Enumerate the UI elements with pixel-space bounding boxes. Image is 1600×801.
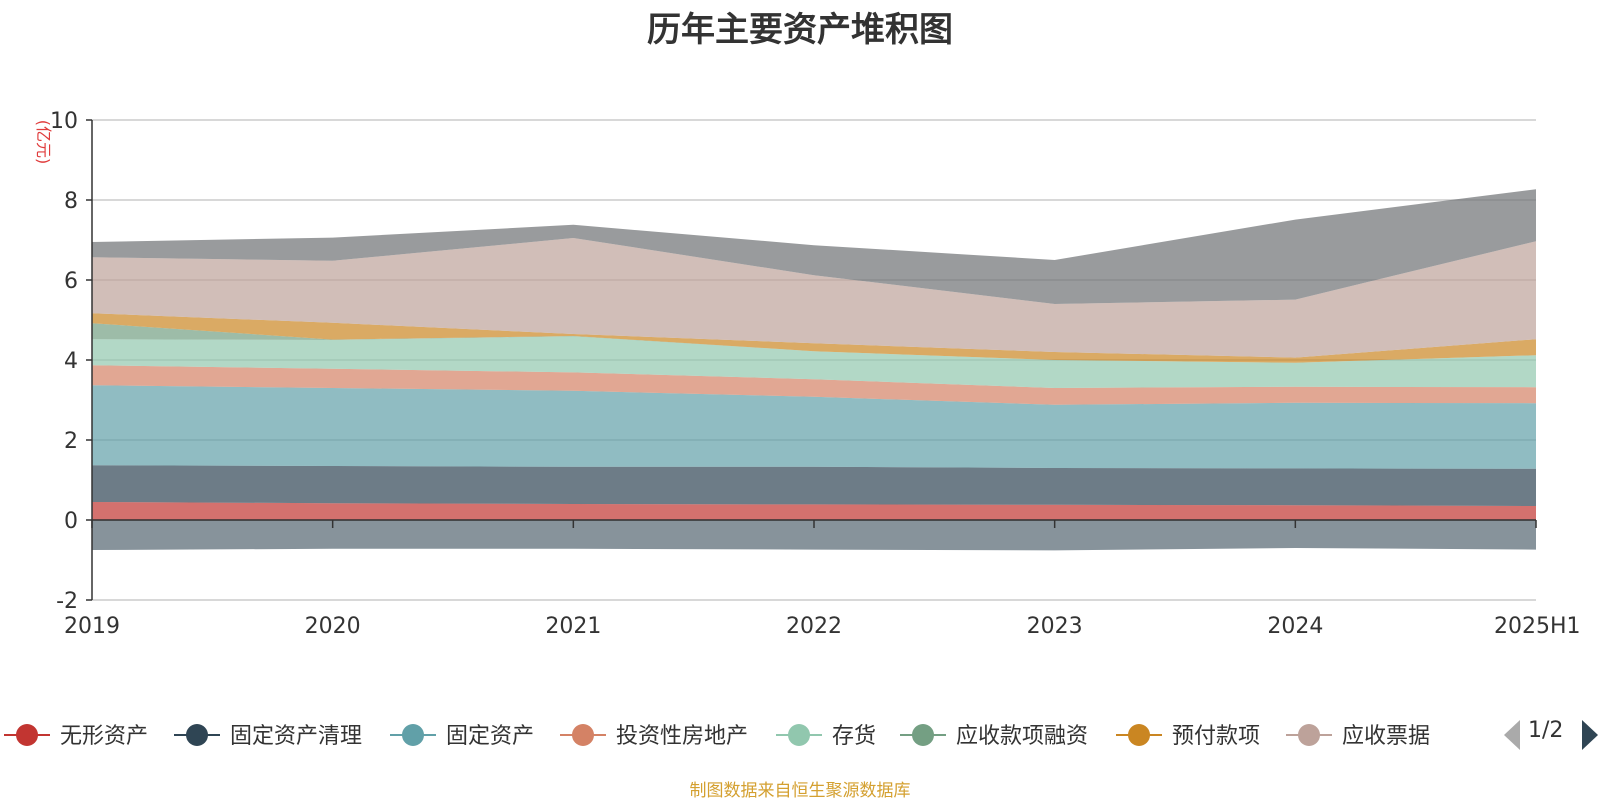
area-固定资产 <box>92 385 1536 469</box>
legend-marker <box>1128 724 1150 746</box>
legend-item[interactable]: 预付款项 <box>1116 724 1260 749</box>
y-tick-label: 2 <box>64 429 78 454</box>
x-tick-label: 2022 <box>786 614 842 639</box>
legend-item[interactable]: 固定资产 <box>390 724 534 749</box>
legend[interactable]: 无形资产 固定资产清理 固定资产 投资性房地产 存货 应收款项融资 预付款项 应收票据 <box>4 724 1430 749</box>
legend-label: 应收款项融资 <box>956 724 1088 749</box>
x-tick-label: 2021 <box>545 614 601 639</box>
legend-item[interactable]: 存货 <box>776 724 876 749</box>
legend-marker <box>16 724 38 746</box>
legend-label: 应收票据 <box>1342 724 1430 749</box>
legend-marker <box>402 724 424 746</box>
x-tick-label: 2024 <box>1267 614 1323 639</box>
legend-item[interactable]: 应收票据 <box>1286 724 1430 749</box>
legend-marker <box>912 724 934 746</box>
legend-pager[interactable] <box>1504 720 1598 750</box>
area-应收票据 <box>92 238 1536 358</box>
y-tick-label: 4 <box>64 349 78 374</box>
area-固定资产清理 <box>92 465 1536 506</box>
legend-label: 存货 <box>832 724 876 749</box>
legend-next-page-icon[interactable] <box>1582 720 1598 750</box>
legend-marker <box>788 724 810 746</box>
x-tick-label: 2023 <box>1027 614 1083 639</box>
y-tick-label: 6 <box>64 269 78 294</box>
x-tick-label: 2020 <box>305 614 361 639</box>
legend-label: 无形资产 <box>60 724 148 749</box>
area-投资性房地产 <box>92 365 1536 405</box>
y-tick-label: 8 <box>64 189 78 214</box>
legend-marker <box>186 724 208 746</box>
area-存货 <box>92 336 1536 388</box>
legend-item[interactable]: 应收款项融资 <box>900 724 1088 749</box>
legend-label: 投资性房地产 <box>616 724 748 749</box>
area-应收账款 <box>92 189 1536 304</box>
x-tick-label: 2019 <box>64 614 120 639</box>
area-series <box>92 189 1536 551</box>
legend-label: 固定资产 <box>446 724 534 749</box>
chart-title: 历年主要资产堆积图 <box>647 10 953 50</box>
legend-marker <box>1298 724 1320 746</box>
y-tick-label: 10 <box>50 109 78 134</box>
legend-marker <box>572 724 594 746</box>
axes: -2 0 2 4 6 8 10 2019 2020 2021 2022 2023 2024 2025H1 <box>50 109 1581 639</box>
area-无形资产 <box>92 502 1536 520</box>
source-note: 制图数据来自恒生聚源数据库 <box>689 781 911 801</box>
legend-page-indicator: 1/2 <box>1528 718 1564 743</box>
legend-item[interactable]: 无形资产 <box>4 724 148 749</box>
legend-label: 固定资产清理 <box>230 724 362 749</box>
legend-prev-page-icon[interactable] <box>1504 720 1520 750</box>
legend-item[interactable]: 固定资产清理 <box>174 724 362 749</box>
x-tick-label: 2025H1 <box>1494 614 1581 639</box>
legend-item[interactable]: 投资性房地产 <box>560 724 748 749</box>
area-其他 <box>92 520 1536 551</box>
y-tick-label: 0 <box>64 509 78 534</box>
legend-label: 预付款项 <box>1172 724 1260 749</box>
y-axis-unit-label: (亿元) <box>34 120 53 165</box>
area-预付款项 <box>92 313 1536 363</box>
y-tick-label: -2 <box>56 589 78 614</box>
